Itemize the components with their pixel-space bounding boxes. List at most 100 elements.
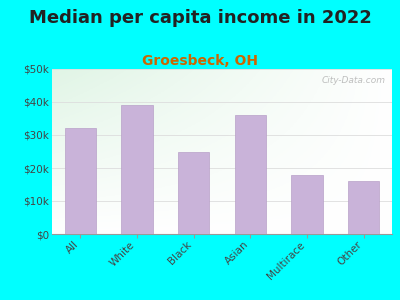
Bar [236,69,239,234]
Bar [348,69,351,234]
Bar [368,69,372,234]
Bar [181,69,184,234]
Bar [382,69,385,234]
Bar [122,105,152,234]
Bar [168,69,171,234]
Bar [195,69,198,234]
Bar [292,175,322,234]
Bar [140,69,144,234]
Text: Groesbeck, OH: Groesbeck, OH [142,54,258,68]
Bar [362,69,365,234]
Bar [334,69,338,234]
Bar [76,69,79,234]
Bar [150,69,154,234]
Bar [82,69,86,234]
Bar [286,69,290,234]
Bar [62,69,66,234]
Bar [202,69,205,234]
Bar [280,69,283,234]
Bar [178,152,209,234]
Bar [52,69,55,234]
Bar [256,69,259,234]
Bar [378,69,382,234]
Bar [297,69,300,234]
Bar [253,69,256,234]
Bar [110,69,113,234]
Bar [283,69,286,234]
Bar [385,69,388,234]
Bar [157,69,161,234]
Bar [273,69,276,234]
Bar [321,69,324,234]
Bar [144,69,147,234]
Bar [154,69,158,234]
Bar [205,69,208,234]
Bar [246,69,249,234]
Bar [293,69,297,234]
Bar [300,69,304,234]
Bar [184,69,188,234]
Bar [89,69,93,234]
Bar [79,69,82,234]
Text: City-Data.com: City-Data.com [321,76,385,85]
Text: Median per capita income in 2022: Median per capita income in 2022 [28,9,372,27]
Bar [161,69,164,234]
Bar [317,69,321,234]
Bar [174,69,178,234]
Bar [375,69,378,234]
Bar [171,69,174,234]
Bar [232,69,236,234]
Bar [72,69,76,234]
Bar [270,69,273,234]
Bar [86,69,89,234]
Bar [348,181,379,234]
Bar [117,69,120,234]
Bar [59,69,62,234]
Bar [208,69,212,234]
Bar [226,69,229,234]
Bar [178,69,181,234]
Bar [338,69,341,234]
Bar [344,69,348,234]
Bar [55,69,59,234]
Bar [188,69,191,234]
Bar [212,69,215,234]
Bar [388,69,392,234]
Bar [93,69,96,234]
Bar [106,69,110,234]
Bar [242,69,246,234]
Bar [249,69,253,234]
Bar [229,69,232,234]
Bar [120,69,123,234]
Bar [358,69,362,234]
Bar [372,69,375,234]
Bar [341,69,344,234]
Bar [66,69,69,234]
Bar [127,69,130,234]
Bar [96,69,100,234]
Bar [310,69,314,234]
Bar [327,69,331,234]
Bar [218,69,222,234]
Bar [331,69,334,234]
Bar [365,69,368,234]
Bar [147,69,150,234]
Bar [113,69,117,234]
Bar [103,69,106,234]
Bar [222,69,226,234]
Bar [290,69,293,234]
Bar [69,69,72,234]
Bar [351,69,354,234]
Bar [100,69,103,234]
Bar [304,69,307,234]
Bar [198,69,202,234]
Bar [239,69,242,234]
Bar [266,69,270,234]
Bar [137,69,140,234]
Bar [354,69,358,234]
Bar [314,69,317,234]
Bar [164,69,168,234]
Bar [123,69,127,234]
Bar [324,69,327,234]
Bar [276,69,280,234]
